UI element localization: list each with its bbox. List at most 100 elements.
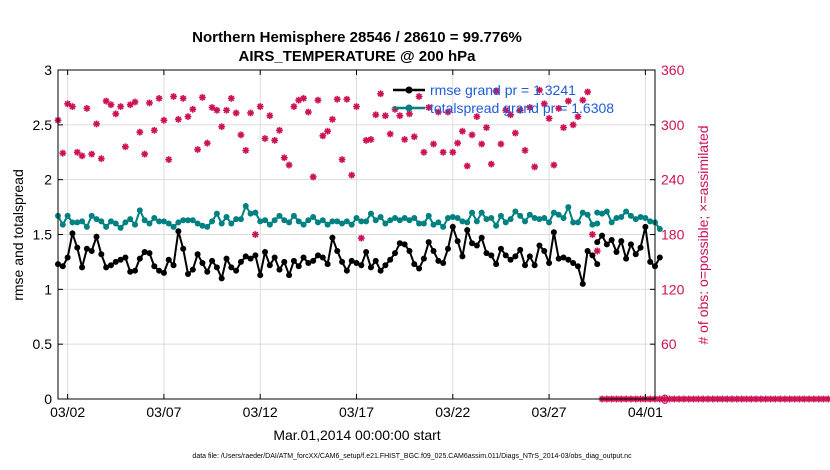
rmse-point — [493, 261, 500, 268]
obs-count-point — [304, 108, 312, 116]
rmse-point — [353, 260, 360, 267]
star-stroke — [290, 103, 297, 110]
rmse-point — [627, 241, 634, 248]
star-stroke — [396, 112, 403, 119]
rmse-point — [136, 255, 143, 262]
obs-count-point — [213, 106, 221, 114]
obs-count-point — [150, 126, 158, 134]
obs-count-point — [170, 93, 177, 100]
star-stroke — [738, 395, 745, 403]
totalspread-point — [271, 217, 278, 224]
obs-count-point — [396, 112, 404, 120]
rmse-point — [363, 249, 370, 256]
totalspread-point — [74, 219, 81, 226]
totalspread-point — [59, 221, 66, 228]
star-stroke — [695, 395, 702, 403]
obs-count-point — [309, 173, 317, 181]
y-tick-label-right: 60 — [661, 336, 677, 352]
rmse-point — [339, 258, 346, 265]
obs-count-point — [478, 140, 486, 148]
star-stroke — [401, 136, 408, 143]
totalspread-point — [151, 215, 158, 222]
obs-count-point — [381, 112, 389, 120]
star-stroke — [671, 395, 678, 403]
rmse-point — [579, 280, 586, 287]
legend-label-1: totalspread grand pr = 1.6308 — [430, 100, 614, 116]
obs-count-point — [83, 104, 91, 112]
star-stroke — [454, 140, 461, 147]
obs-count-point — [502, 106, 510, 114]
obs-count-point — [141, 150, 149, 158]
rmse-point — [199, 260, 206, 267]
star-stroke — [594, 247, 601, 254]
obs-count-point — [69, 103, 76, 110]
rmse-point — [570, 260, 577, 267]
rmse-point — [165, 256, 172, 263]
y-tick-label-left: 0.5 — [33, 336, 53, 352]
totalspread-point — [117, 224, 124, 231]
rmse-point — [180, 245, 187, 252]
totalspread-point — [189, 217, 196, 224]
obs-count-point — [285, 161, 293, 169]
totalspread-point — [83, 223, 90, 230]
star-stroke — [743, 395, 750, 403]
obs-count-point — [372, 111, 380, 119]
obs-count-point — [208, 104, 216, 111]
totalspread-point — [199, 222, 206, 229]
star-stroke — [440, 149, 447, 156]
obs-count-point — [290, 103, 298, 110]
star-stroke — [714, 395, 721, 403]
rmse-point — [632, 251, 639, 258]
totalspread-point — [401, 215, 408, 222]
star-stroke — [271, 137, 278, 144]
totalspread-point — [618, 213, 625, 220]
rmse-point — [228, 264, 235, 271]
y-tick-label-left: 3 — [44, 62, 52, 78]
rmse-point — [324, 261, 331, 268]
star-stroke — [584, 88, 591, 95]
obs-count-point — [357, 234, 365, 242]
obs-count-point — [776, 395, 784, 403]
totalspread-point — [184, 217, 191, 224]
totalspread-point — [310, 213, 317, 220]
star-stroke — [88, 151, 95, 158]
x-tick-label: 03/27 — [532, 404, 567, 420]
y-tick-label-right: 300 — [661, 117, 685, 133]
obs-count-point — [545, 115, 553, 122]
rmse-point — [396, 240, 403, 247]
totalspread-point — [367, 210, 374, 217]
obs-count-point — [492, 87, 500, 95]
totalspread-point — [632, 216, 639, 223]
totalspread-point — [541, 215, 548, 222]
y-tick-label-right: 0 — [661, 391, 669, 407]
totalspread-point — [570, 219, 577, 226]
data-file-footer: data file: /Users/raeder/DAI/ATM_forcXX/… — [192, 453, 632, 460]
legend-marker-0 — [405, 86, 413, 94]
rmse-point — [252, 252, 259, 259]
star-stroke — [353, 103, 360, 110]
obs-count-point — [64, 100, 72, 108]
obs-count-point — [454, 139, 462, 147]
obs-count-point — [579, 96, 587, 104]
rmse-point — [83, 245, 90, 252]
totalspread-point — [242, 202, 249, 209]
obs-count-point — [560, 124, 567, 131]
rmse-point — [247, 255, 254, 262]
obs-count-point — [102, 97, 110, 105]
rmse-point — [98, 251, 105, 258]
y-tick-label-right: 180 — [661, 227, 685, 243]
totalspread-point — [497, 212, 504, 219]
totalspread-point — [473, 218, 480, 225]
totalspread-point — [584, 211, 591, 218]
obs-count-point — [242, 147, 250, 154]
star-stroke — [483, 124, 490, 131]
star-stroke — [791, 395, 798, 403]
star-stroke — [406, 110, 413, 117]
obs-count-point — [487, 160, 495, 168]
rmse-point — [473, 242, 480, 249]
rmse-point — [656, 254, 663, 261]
star-stroke — [343, 96, 350, 103]
totalspread-point — [392, 215, 399, 222]
totalspread-point — [469, 209, 476, 216]
